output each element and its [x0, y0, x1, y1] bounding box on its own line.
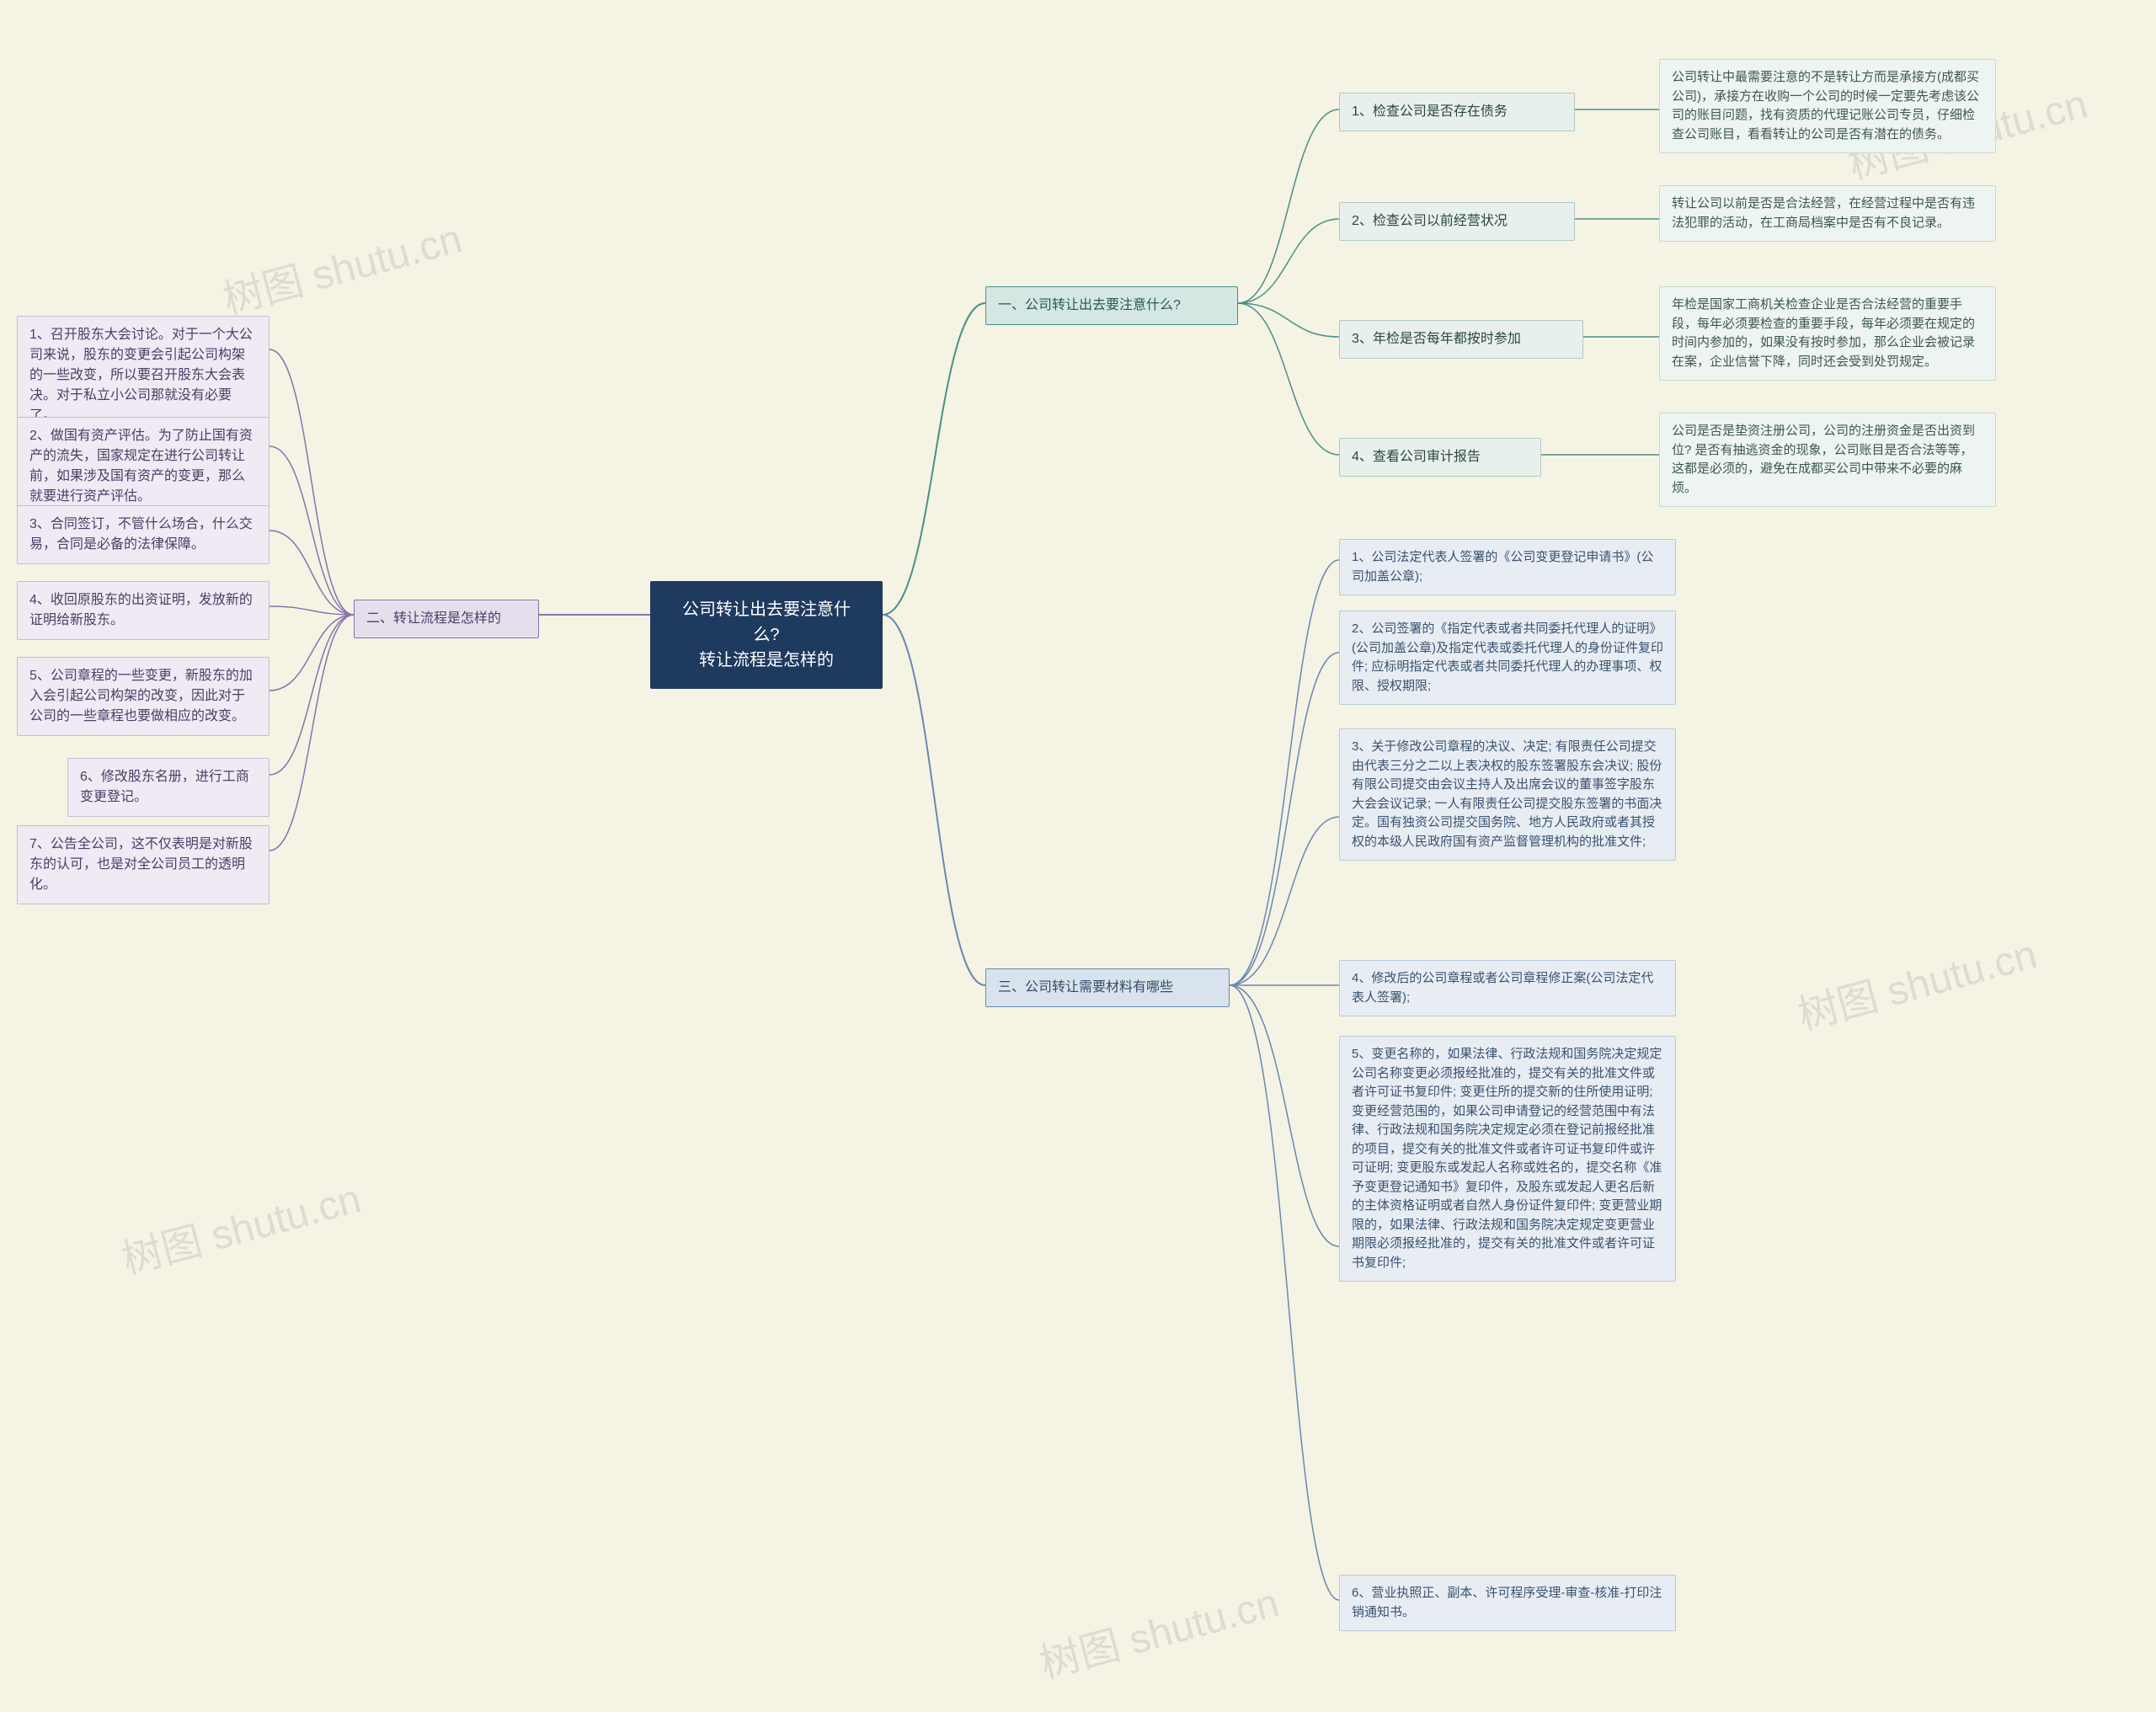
branch-1-title: 一、公司转让出去要注意什么? — [998, 298, 1181, 312]
s2-item-7: 7、公告全公司，这不仅表明是对新股东的认可，也是对全公司员工的透明化。 — [17, 825, 270, 904]
s2-item-2-text: 2、做国有资产评估。为了防止国有资产的流失，国家规定在进行公司转让前，如果涉及国… — [29, 429, 253, 504]
branch-2-title: 二、转让流程是怎样的 — [366, 611, 501, 626]
s1-detail-3: 年检是国家工商机关检查企业是否合法经营的重要手段，每年必须要检查的重要手段，每年… — [1659, 286, 1996, 381]
s1-item-3-label: 3、年检是否每年都按时参加 — [1352, 332, 1521, 346]
s1-detail-4-text: 公司是否是垫资注册公司，公司的注册资金是否出资到位? 是否有抽逃资金的现象，公司… — [1672, 424, 1975, 495]
branch-3-title: 三、公司转让需要材料有哪些 — [998, 980, 1173, 995]
s1-detail-2: 转让公司以前是否是合法经营，在经营过程中是否有违法犯罪的活动，在工商局档案中是否… — [1659, 185, 1996, 242]
s3-item-3-text: 3、关于修改公司章程的决议、决定; 有限责任公司提交由代表三分之二以上表决权的股… — [1352, 739, 1662, 849]
s3-item-4-text: 4、修改后的公司章程或者公司章程修正案(公司法定代表人签署); — [1352, 971, 1653, 1005]
s1-item-1-label: 1、检查公司是否存在债务 — [1352, 104, 1508, 119]
s2-item-5-text: 5、公司章程的一些变更，新股东的加入会引起公司构架的改变，因此对于公司的一些章程… — [29, 669, 253, 723]
s3-item-2-text: 2、公司签署的《指定代表或者共同委托代理人的证明》(公司加盖公章)及指定代表或委… — [1352, 621, 1663, 693]
s1-detail-2-text: 转让公司以前是否是合法经营，在经营过程中是否有违法犯罪的活动，在工商局档案中是否… — [1672, 196, 1975, 230]
s2-item-4: 4、收回原股东的出资证明，发放新的证明给新股东。 — [17, 581, 270, 640]
root-node: 公司转让出去要注意什么? 转让流程是怎样的 — [650, 581, 883, 689]
s1-detail-1-text: 公司转让中最需要注意的不是转让方而是承接方(成都买公司)，承接方在收购一个公司的… — [1672, 70, 1979, 141]
s2-item-3-text: 3、合同签订，不管什么场合，什么交易，合同是必备的法律保障。 — [29, 517, 253, 552]
s2-item-7-text: 7、公告全公司，这不仅表明是对新股东的认可，也是对全公司员工的透明化。 — [29, 837, 253, 892]
s1-item-3: 3、年检是否每年都按时参加 — [1339, 320, 1583, 359]
branch-3: 三、公司转让需要材料有哪些 — [985, 968, 1230, 1007]
s3-item-5-text: 5、变更名称的，如果法律、行政法规和国务院决定规定公司名称变更必须报经批准的，提… — [1352, 1047, 1662, 1270]
s3-item-1-text: 1、公司法定代表人签署的《公司变更登记申请书》(公司加盖公章); — [1352, 550, 1653, 584]
s1-item-1: 1、检查公司是否存在债务 — [1339, 93, 1575, 131]
s3-item-6: 6、营业执照正、副本、许可程序受理-审查-核准-打印注销通知书。 — [1339, 1575, 1676, 1631]
s3-item-5: 5、变更名称的，如果法律、行政法规和国务院决定规定公司名称变更必须报经批准的，提… — [1339, 1036, 1676, 1282]
s2-item-3: 3、合同签订，不管什么场合，什么交易，合同是必备的法律保障。 — [17, 505, 270, 564]
s1-item-4: 4、查看公司审计报告 — [1339, 438, 1541, 477]
s1-item-2-label: 2、检查公司以前经营状况 — [1352, 214, 1508, 228]
watermark: 树图 shutu.cn — [216, 205, 467, 326]
watermark: 树图 shutu.cn — [1790, 921, 2042, 1042]
s2-item-5: 5、公司章程的一些变更，新股东的加入会引起公司构架的改变，因此对于公司的一些章程… — [17, 657, 270, 736]
connector-lines — [0, 0, 2156, 1712]
root-title-2: 转让流程是怎样的 — [699, 651, 834, 669]
s3-item-1: 1、公司法定代表人签署的《公司变更登记申请书》(公司加盖公章); — [1339, 539, 1676, 595]
s1-detail-4: 公司是否是垫资注册公司，公司的注册资金是否出资到位? 是否有抽逃资金的现象，公司… — [1659, 413, 1996, 507]
s3-item-4: 4、修改后的公司章程或者公司章程修正案(公司法定代表人签署); — [1339, 960, 1676, 1016]
branch-2: 二、转让流程是怎样的 — [354, 600, 539, 638]
s2-item-4-text: 4、收回原股东的出资证明，发放新的证明给新股东。 — [29, 593, 253, 627]
s3-item-6-text: 6、营业执照正、副本、许可程序受理-审查-核准-打印注销通知书。 — [1352, 1586, 1662, 1619]
s2-item-1-text: 1、召开股东大会讨论。对于一个大公司来说，股东的变更会引起公司构架的一些改变，所… — [29, 328, 253, 423]
s1-detail-3-text: 年检是国家工商机关检查企业是否合法经营的重要手段，每年必须要检查的重要手段，每年… — [1672, 297, 1975, 369]
s2-item-2: 2、做国有资产评估。为了防止国有资产的流失，国家规定在进行公司转让前，如果涉及国… — [17, 417, 270, 516]
watermark: 树图 shutu.cn — [1033, 1570, 1284, 1690]
watermark: 树图 shutu.cn — [115, 1165, 366, 1286]
s1-detail-1: 公司转让中最需要注意的不是转让方而是承接方(成都买公司)，承接方在收购一个公司的… — [1659, 59, 1996, 153]
s1-item-4-label: 4、查看公司审计报告 — [1352, 450, 1481, 464]
s3-item-3: 3、关于修改公司章程的决议、决定; 有限责任公司提交由代表三分之二以上表决权的股… — [1339, 728, 1676, 861]
s2-item-6: 6、修改股东名册，进行工商变更登记。 — [67, 758, 270, 817]
s2-item-6-text: 6、修改股东名册，进行工商变更登记。 — [80, 770, 249, 804]
root-title-1: 公司转让出去要注意什么? — [682, 600, 851, 644]
s1-item-2: 2、检查公司以前经营状况 — [1339, 202, 1575, 241]
branch-1: 一、公司转让出去要注意什么? — [985, 286, 1238, 325]
s3-item-2: 2、公司签署的《指定代表或者共同委托代理人的证明》(公司加盖公章)及指定代表或委… — [1339, 611, 1676, 705]
